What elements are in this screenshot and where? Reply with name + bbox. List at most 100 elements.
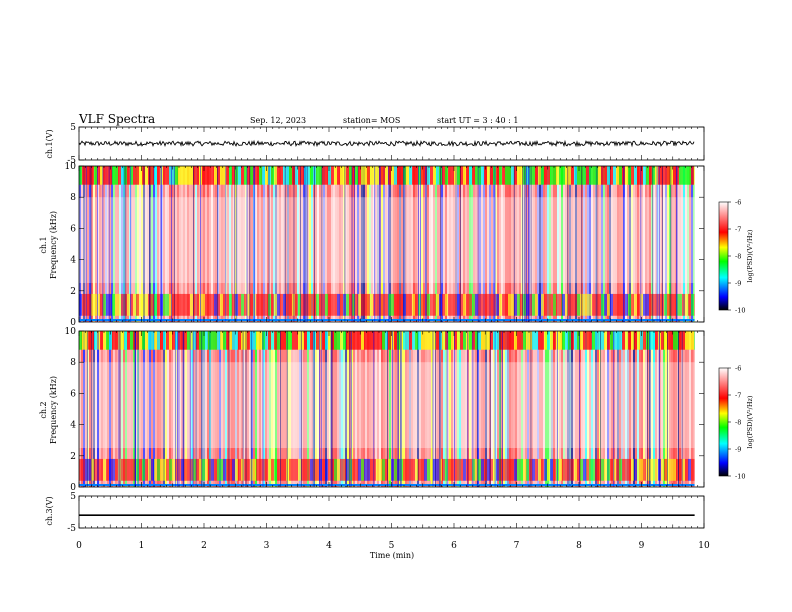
spectrogram-low-band [253,458,256,481]
spectrogram-low-band [151,293,154,316]
spectrogram-streak [575,331,577,487]
spectrogram-high-band [679,331,682,350]
spectrogram-streak [325,166,327,322]
spectrogram-low-band [241,293,244,316]
spectrogram-streak [571,166,573,322]
spectrogram-low-band [436,293,439,316]
spectrogram-streak [397,166,399,322]
spectrogram-high-band [307,166,310,185]
spectrogram-low-band [196,458,199,481]
spectrogram-streak [355,166,357,322]
spectrogram-high-band [490,331,493,350]
spectrogram-low-band [154,458,157,481]
spectrogram-streak [181,166,183,322]
spectrogram-high-band [112,331,115,350]
colorbar-tick-label: -7 [735,392,741,400]
spectrogram-low-band [520,293,523,316]
spectrogram-high-band [652,166,655,185]
start-time-label: start UT = 3 : 40 : 1 [437,116,518,125]
spectrogram-high-band [445,166,448,185]
spectrogram-high-band [106,331,109,350]
spectrogram-streak [443,166,445,322]
spectrogram-streak [511,166,513,322]
ch2-colorbar-label: log(PSD)(V²/Hz) [746,395,754,448]
spectrogram-low-band [484,458,487,481]
spectrogram-low-band [211,293,214,316]
spectrogram-streak [357,331,359,487]
spectrogram-streak [231,331,233,487]
y-tick-label: 2 [70,287,76,297]
spectrogram-high-band [616,166,619,185]
spectrogram-streak [645,166,647,322]
spectrogram-streak [605,166,607,322]
spectrogram-low-band [145,293,148,316]
spectrogram-high-band [316,166,319,185]
spectrogram-low-band [409,293,412,316]
spectrogram-streak [277,331,279,487]
spectrogram-streak [545,166,547,322]
spectrogram-streak [569,166,571,322]
spectrogram-streak [625,166,627,322]
spectrogram-low-band [190,293,193,316]
spectrogram-high-band [352,166,355,185]
spectrogram-streak [417,166,419,322]
spectrogram-streak [303,331,305,487]
spectrogram-streak [105,331,107,487]
spectrogram-low-band [337,458,340,481]
spectrogram-low-band [121,293,124,316]
spectrogram-low-band [475,293,478,316]
spectrogram-streak [435,166,437,322]
spectrogram-high-band [82,331,85,350]
spectrogram-streak [595,331,597,487]
spectrogram-low-band [82,293,85,316]
spectrogram-high-band [403,166,406,185]
spectrogram-high-band [178,166,181,185]
spectrogram-high-band [169,166,172,185]
spectrogram-high-band [487,166,490,185]
spectrogram-low-band [670,458,673,481]
spectrogram-streak [449,331,451,487]
spectrogram-streak [219,166,221,322]
spectrogram-streak [453,331,455,487]
spectrogram-streak [555,166,557,322]
spectrogram-high-band [637,166,640,185]
spectrogram-low-band [106,293,109,316]
spectrogram-high-band [145,166,148,185]
spectrogram-streak [193,331,195,487]
spectrogram-streak [629,331,631,487]
spectrogram-streak [679,166,681,322]
spectrogram-streak [685,166,687,322]
spectrogram-streak [237,331,239,487]
spectrogram-high-band [523,331,526,350]
spectrogram-high-band [235,331,238,350]
spectrogram-streak [689,166,691,322]
spectrogram-high-band [394,166,397,185]
spectrogram-high-band [289,166,292,185]
spectrogram-streak [189,166,191,322]
spectrogram-streak [283,166,285,322]
spectrogram-high-band [382,166,385,185]
spectrogram-high-band [457,166,460,185]
spectrogram-high-band [148,331,151,350]
spectrogram-streak [79,331,81,487]
spectrogram-low-band [220,293,223,316]
spectrogram-high-band [271,331,274,350]
spectrogram-streak [389,166,391,322]
spectrogram-high-band [673,166,676,185]
spectrogram-low-band [394,458,397,481]
spectrogram-high-band [214,166,217,185]
spectrogram-high-band [607,331,610,350]
spectrogram-low-band [307,458,310,481]
spectrogram-streak [171,166,173,322]
spectrogram-high-band [475,331,478,350]
spectrogram-streak [95,166,97,322]
spectrogram-streak [637,331,639,487]
spectrogram-streak [297,166,299,322]
spectrogram-streak [505,166,507,322]
spectrogram-low-band [355,458,358,481]
spectrogram-low-band [247,293,250,316]
spectrogram-high-band [232,331,235,350]
spectrogram-streak [301,331,303,487]
spectrogram-streak [337,166,339,322]
spectrogram-low-band [223,458,226,481]
